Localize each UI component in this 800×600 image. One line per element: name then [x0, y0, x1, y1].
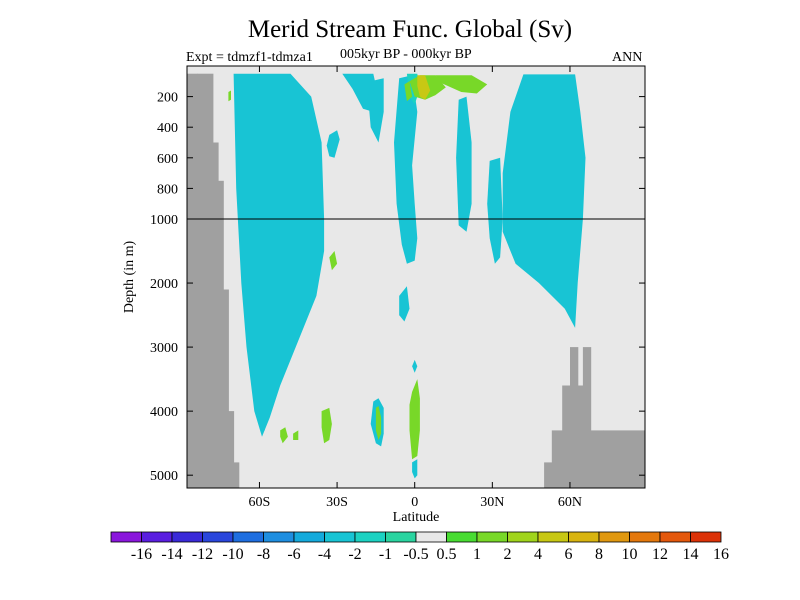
land-column-5: [228, 411, 235, 488]
colorbar-label-7: -2: [348, 546, 361, 563]
land-column-3: [218, 180, 224, 488]
contour-region-8: [456, 96, 472, 232]
land-column-4: [223, 289, 229, 488]
colorbar-label-15: 8: [595, 546, 603, 563]
y-tick-label-6: 3000: [150, 341, 178, 356]
contour-region-17: [375, 406, 382, 440]
land-column-2: [212, 142, 219, 488]
colorbar-label-12: 2: [504, 546, 512, 563]
colorbar-label-14: 6: [565, 546, 573, 563]
contour-region-10: [368, 78, 384, 143]
x-tick-label-3: 30N: [480, 495, 504, 510]
colorbar-label-4: -8: [257, 546, 270, 563]
colorbar-label-18: 14: [683, 546, 699, 563]
colorbar-box-17: [629, 531, 661, 543]
colorbar-box-11: [446, 531, 478, 543]
land-column-12: [582, 347, 592, 488]
season-label: ANN: [612, 50, 643, 65]
colorbar-label-13: 4: [534, 546, 542, 563]
plot-frame: [186, 65, 646, 489]
contour-region-24: [404, 81, 413, 102]
colorbar-label-19: 16: [713, 546, 729, 563]
colorbar-box-2: [171, 531, 203, 543]
colorbar-box-3: [202, 531, 234, 543]
y-tick-label-8: 5000: [150, 469, 178, 484]
colorbar-label-8: -1: [379, 546, 392, 563]
colorbar-label-3: -10: [222, 546, 243, 563]
colorbar-box-1: [141, 531, 173, 543]
land-column-11: [577, 385, 584, 488]
experiment-label: Expt = tdmzf1-tdmza1: [186, 50, 313, 65]
x-axis-label: Latitude: [393, 510, 440, 525]
land-column-0: [187, 73, 198, 488]
contour-region-9: [487, 157, 503, 264]
y-tick-label-4: 1000: [150, 213, 178, 228]
colorbar-box-15: [568, 531, 600, 543]
contour-region-7: [399, 286, 410, 322]
colorbar-label-17: 12: [652, 546, 668, 563]
contour-region-14: [280, 427, 288, 444]
contour-region-12: [329, 251, 338, 271]
land-column-1: [197, 73, 214, 488]
colorbar-label-2: -12: [192, 546, 213, 563]
contour-region-2: [233, 73, 325, 437]
contour-region-4: [326, 130, 340, 158]
land-column-13: [590, 430, 605, 488]
colorbar-box-5: [263, 531, 295, 543]
colorbar-box-13: [507, 531, 539, 543]
colorbar-box-10: [415, 531, 447, 543]
contour-region-25: [417, 75, 431, 100]
land-column-6: [233, 462, 240, 488]
colorbar-box-4: [232, 531, 264, 543]
land-column-8: [551, 430, 563, 488]
colorbar-box-9: [385, 531, 417, 543]
x-tick-label-4: 60N: [558, 495, 582, 510]
colorbar-box-16: [598, 531, 630, 543]
x-tick-label-1: 30S: [326, 495, 348, 510]
x-tick-label-0: 60S: [249, 495, 271, 510]
colorbar-label-9: -0.5: [403, 546, 428, 563]
colorbar-box-8: [354, 531, 386, 543]
colorbar-label-6: -4: [318, 546, 331, 563]
colorbar-label-10: 0.5: [437, 546, 457, 563]
colorbar-label-1: -14: [161, 546, 182, 563]
land-column-9: [562, 385, 571, 488]
time-range-label: 005kyr BP - 000kyr BP: [340, 47, 472, 62]
contour-region-13: [321, 407, 332, 444]
colorbar-label-5: -6: [287, 546, 300, 563]
land-column-10: [570, 347, 579, 488]
contour-layer: [228, 73, 586, 479]
colorbar-label-11: 1: [473, 546, 481, 563]
contour-region-22: [435, 75, 488, 94]
y-tick-label-7: 4000: [150, 405, 178, 420]
land-column-7: [544, 462, 553, 488]
colorbar-box-12: [476, 531, 508, 543]
contour-region-18: [409, 379, 420, 460]
contour-region-23: [228, 90, 231, 102]
y-axis-label: Depth (in m): [122, 241, 137, 314]
colorbar-box-14: [537, 531, 569, 543]
chart-title: Merid Stream Func. Global (Sv): [247, 16, 573, 43]
colorbar-box-0: [110, 531, 142, 543]
colorbar-box-18: [659, 531, 691, 543]
colorbar-label-0: -16: [131, 546, 152, 563]
y-tick-label-5: 2000: [150, 277, 178, 292]
contour-region-6: [394, 75, 418, 264]
colorbar-box-6: [293, 531, 325, 543]
y-tick-label-0: 200: [157, 91, 178, 106]
contour-region-20: [412, 459, 418, 479]
y-tick-label-1: 400: [157, 121, 178, 136]
colorbar-box-7: [324, 531, 356, 543]
colorbar-box-19: [690, 531, 722, 543]
contour-region-15: [293, 430, 299, 440]
colorbar-label-16: 10: [622, 546, 638, 563]
y-tick-label-2: 600: [157, 152, 178, 167]
x-tick-label-2: 0: [411, 495, 418, 510]
contour-region-19: [412, 359, 418, 373]
land-column-14: [603, 430, 645, 488]
y-tick-label-3: 800: [157, 182, 178, 197]
contour-region-3: [502, 74, 586, 328]
land-mask: [187, 73, 645, 488]
